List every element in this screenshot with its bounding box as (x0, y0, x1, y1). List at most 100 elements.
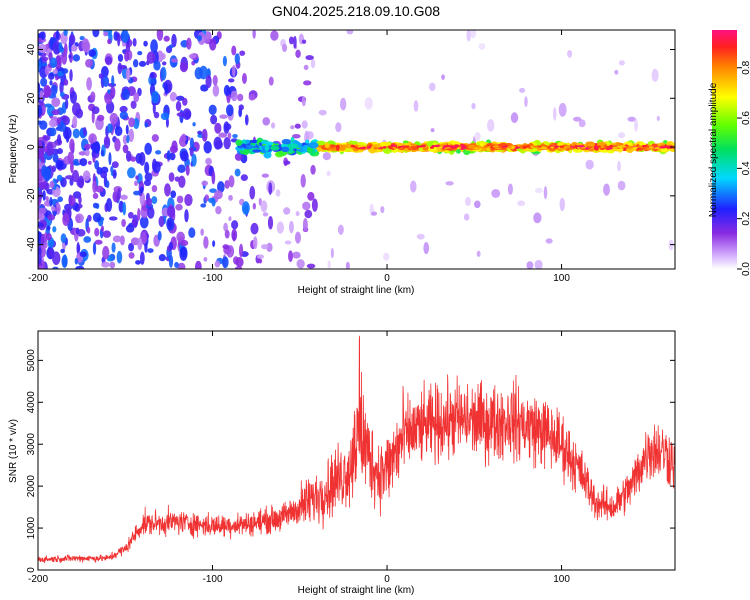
spectrogram-cell (38, 158, 41, 171)
spectrogram-cell (114, 126, 123, 137)
spectrogram-ridge-peak (373, 146, 379, 150)
spectrogram-cell (117, 187, 121, 200)
spectrogram-cell (56, 117, 61, 125)
spectrogram-cell (124, 51, 130, 62)
spectrogram-cell (72, 128, 80, 139)
spectrogram-cell (92, 30, 100, 38)
spectrogram-cell (179, 246, 188, 261)
spectrogram-cell (322, 152, 331, 161)
spectrogram-cell (487, 119, 495, 132)
spectrogram-cell (227, 132, 232, 140)
spectrogram-cell (231, 45, 237, 56)
spectrogram-cell (339, 97, 347, 111)
spectrogram-cell (294, 231, 301, 244)
spectrogram-cell (44, 65, 50, 76)
spectrogram-cell (167, 219, 173, 228)
spectrogram-cell (171, 140, 178, 152)
spectrogram-cell (122, 201, 127, 216)
snr-x-label: Height of straight line (km) (298, 585, 415, 596)
spectrogram-cell (215, 205, 222, 215)
spectrogram-cell (303, 64, 309, 71)
spectrogram-cell (47, 214, 56, 221)
spectrogram-cell (234, 168, 241, 177)
spectrogram-cell (266, 242, 273, 252)
spectrogram-cell (38, 43, 47, 54)
spectrogram-cell (179, 239, 189, 247)
spectrogram-ridge-cell (281, 146, 290, 153)
spectrogram-cell (169, 152, 176, 161)
spectrogram-ridge-peak (392, 146, 397, 149)
spectrogram-cell (110, 165, 114, 174)
spectrogram-cell (139, 215, 149, 229)
spectrogram-cell (51, 109, 60, 116)
spectrogram-cell (445, 181, 454, 186)
spectrogram-cell (524, 96, 528, 108)
spectrogram-cell (51, 251, 61, 266)
spectrogram-cell (138, 60, 147, 67)
spectrogram-cell (92, 202, 99, 209)
spectrogram-ridge-peak (612, 146, 619, 149)
spectrogram-ridge-peak (469, 146, 475, 149)
spectrogram-cell (151, 184, 158, 193)
spectrogram-cell (88, 133, 97, 145)
spectrogram-ridge-cell (383, 148, 392, 154)
snr-y-tick-label: 5000 (26, 349, 37, 372)
spectrogram-cell (478, 43, 486, 50)
spectrogram-cell (618, 60, 626, 66)
spectrogram-cell (614, 69, 619, 75)
spectrogram-cell (50, 84, 58, 96)
spectrogram-cell (42, 135, 51, 141)
snr-y-tick-label: 2000 (26, 475, 37, 498)
spectrogram-cell (165, 117, 169, 128)
spectrogram-cell (133, 190, 141, 196)
spectrogram-cell (275, 189, 281, 197)
spectrogram-cell (121, 88, 130, 100)
spectrogram-cell (71, 169, 80, 183)
spectrogram-cell (144, 142, 152, 155)
spectrogram-cell (192, 122, 196, 127)
spectrogram-cell (409, 180, 417, 193)
spectrogram-cell (430, 128, 435, 133)
spectrogram-cell (111, 161, 119, 169)
spectrogram-cell (231, 220, 239, 230)
spectrogram-cell (38, 181, 46, 187)
spectrogram-cell (178, 175, 186, 188)
spectrogram-x-ticks: -200 -100 0 100 (28, 30, 570, 284)
spectrogram-cell (235, 257, 244, 268)
spectrogram-cell (57, 134, 62, 145)
spectrogram-cell (109, 112, 119, 125)
spectrogram-cell (147, 206, 155, 219)
spectrogram-ridge-cell (249, 139, 259, 144)
spectrogram-y-tick-label: 20 (26, 92, 37, 104)
spectrogram-ridge-cell (265, 141, 274, 146)
spectrogram-cell (214, 190, 223, 200)
spectrogram-cell (232, 133, 238, 139)
spectrogram-cell (121, 218, 126, 228)
spectrogram-ridge-cell (455, 149, 461, 154)
spectrogram-cell (221, 256, 229, 269)
spectrogram-cell (257, 258, 262, 264)
spectrogram-cell (232, 64, 236, 78)
spectrogram-cell (174, 261, 179, 269)
spectrogram-cell (130, 237, 140, 246)
spectrogram-cell (189, 146, 194, 157)
spectrogram-cell (137, 237, 143, 251)
spectrogram-cell (168, 241, 174, 251)
spectrogram-cell (72, 54, 81, 62)
spectrogram-cell (211, 170, 216, 185)
spectrogram-cell (38, 253, 42, 264)
spectrogram-cell (252, 236, 258, 250)
snr-x-tick-label: -100 (203, 574, 223, 585)
snr-panel: -200 -100 0 100 0 1000 2000 3000 4000 5000 Heigh… (8, 330, 676, 596)
spectrogram-cell (161, 61, 167, 66)
spectrogram-ridge-cell (242, 149, 250, 155)
spectrogram-cell (295, 49, 301, 59)
spectrogram-cell (284, 240, 292, 245)
spectrogram-cell (474, 200, 481, 209)
spectrogram-cell (567, 50, 573, 58)
spectrogram-cell (137, 207, 141, 221)
spectrogram-cell (175, 100, 182, 112)
spectrogram-cell (276, 221, 285, 234)
spectrogram-cell (56, 174, 63, 182)
